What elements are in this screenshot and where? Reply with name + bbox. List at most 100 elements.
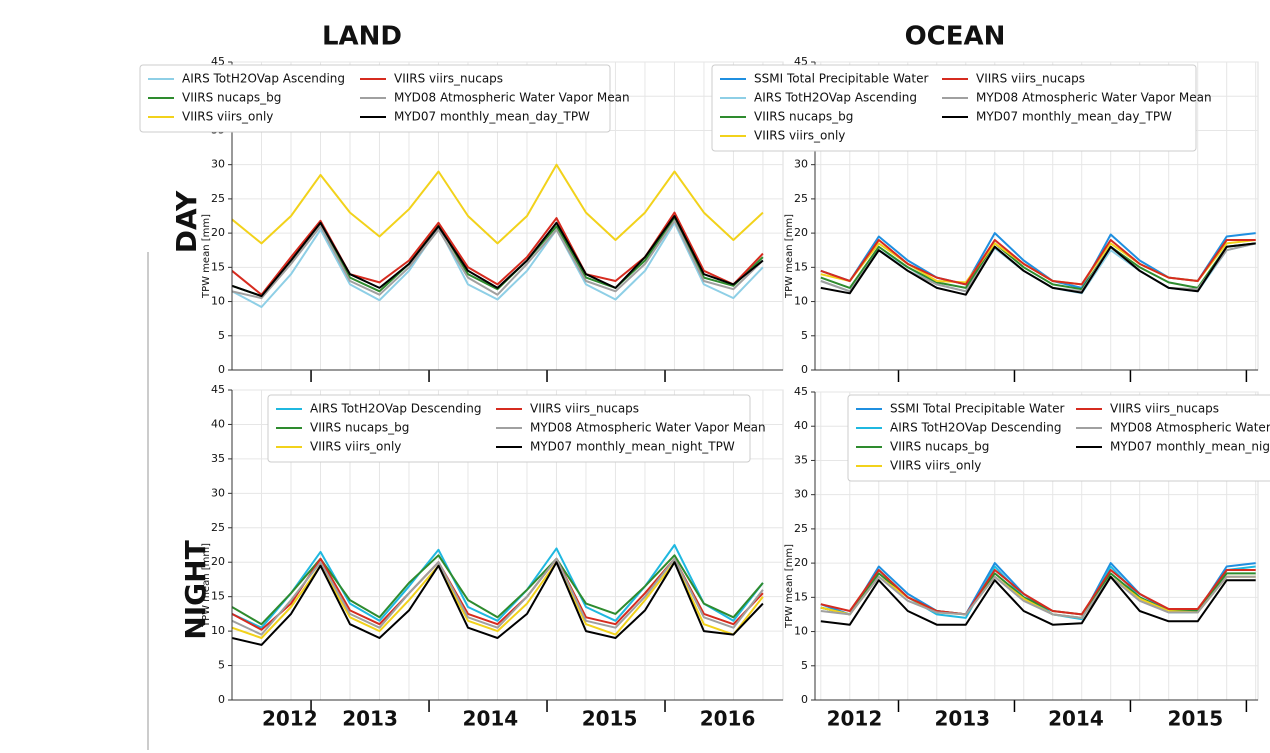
column-title: OCEAN xyxy=(905,22,1006,52)
chart-panel: 0 5 10 15 20 25 30 35 40 45 TPW mean [mm] 2012 2013 2… xyxy=(201,383,784,731)
series-line xyxy=(232,561,764,646)
legend-label: MYD07 monthly_mean_day_TPW xyxy=(394,110,590,124)
y-tick-label: 10 xyxy=(211,624,225,637)
legend-label: VIIRS nucaps_bg xyxy=(182,91,281,105)
x-tick-label: 2014 xyxy=(1048,707,1104,731)
legend: AIRS TotH2OVap Ascending VIIRS nucaps_bg V… xyxy=(139,64,630,133)
y-tick-label: 30 xyxy=(211,158,225,171)
x-tick-label: 2012 xyxy=(262,707,318,731)
series-lines xyxy=(820,562,1256,626)
x-tick-label: 2015 xyxy=(582,707,638,731)
y-tick-label: 0 xyxy=(801,693,808,706)
y-tick-label: 40 xyxy=(794,419,808,432)
legend-label: VIIRS viirs_only xyxy=(182,110,273,124)
legend-label: MYD08 Atmospheric Water Vapor Mean xyxy=(530,421,766,435)
series-lines xyxy=(820,232,1256,296)
legend-box xyxy=(711,64,1197,152)
legend-label: VIIRS nucaps_bg xyxy=(754,110,853,124)
legend-label: VIIRS viirs_only xyxy=(890,459,981,473)
series-line xyxy=(820,575,1256,619)
x-tick-label: 2012 xyxy=(827,707,883,731)
y-tick-label: 0 xyxy=(218,363,225,376)
x-tick-label: 2014 xyxy=(463,707,519,731)
y-tick-label: 25 xyxy=(211,192,225,205)
legend-label: VIIRS nucaps_bg xyxy=(310,421,409,435)
y-tick-label: 20 xyxy=(794,226,808,239)
legend-label: VIIRS viirs_nucaps xyxy=(976,72,1085,86)
legend-label: MYD07 monthly_mean_day_TPW xyxy=(976,110,1172,124)
legend-label: MYD08 Atmospheric Water Vapor Mean xyxy=(1110,421,1270,435)
series-lines xyxy=(232,544,764,646)
y-tick-label: 25 xyxy=(794,522,808,535)
row-label: DAY xyxy=(170,190,203,253)
chart-panel: 0 5 10 15 20 25 30 35 40 45 TPW mean [mm] 2012 2013 2… xyxy=(784,385,1270,731)
y-axis-label: TPW mean [mm] xyxy=(201,214,212,299)
y-tick-label: 25 xyxy=(794,192,808,205)
legend-label: VIIRS viirs_only xyxy=(754,129,845,143)
y-tick-label: 15 xyxy=(211,590,225,603)
row-label: NIGHT xyxy=(179,540,212,639)
legend-label: MYD08 Atmospheric Water Vapor Mean xyxy=(394,91,630,105)
series-line xyxy=(820,569,1256,616)
series-line xyxy=(232,544,764,629)
series-line xyxy=(232,163,764,245)
legend-box xyxy=(847,394,1270,482)
legend-label: VIIRS nucaps_bg xyxy=(890,440,989,454)
x-tick-label: 2013 xyxy=(342,707,398,731)
series-line xyxy=(820,242,1256,291)
y-tick-label: 15 xyxy=(794,590,808,603)
y-tick-label: 10 xyxy=(794,625,808,638)
legend-label: VIIRS viirs_only xyxy=(310,440,401,454)
y-tick-label: 5 xyxy=(218,329,225,342)
y-tick-label: 20 xyxy=(211,226,225,239)
legend-label: SSMI Total Precipitable Water xyxy=(754,72,928,86)
legend-label: AIRS TotH2OVap Descending xyxy=(890,421,1061,435)
y-tick-label: 45 xyxy=(211,383,225,396)
y-axis-label: TPW mean [mm] xyxy=(784,214,795,299)
series-lines xyxy=(232,163,764,308)
y-tick-label: 30 xyxy=(794,488,808,501)
column-title: LAND xyxy=(322,22,402,52)
y-tick-label: 0 xyxy=(218,693,225,706)
y-tick-label: 5 xyxy=(801,659,808,672)
legend: SSMI Total Precipitable Water AIRS TotH2O… xyxy=(847,394,1270,482)
series-line xyxy=(232,215,764,298)
series-line xyxy=(232,557,764,636)
series-line xyxy=(232,211,764,296)
x-tick-label: 2016 xyxy=(700,707,756,731)
series-line xyxy=(820,575,1256,626)
y-axis-label: TPW mean [mm] xyxy=(784,544,795,629)
y-tick-label: 20 xyxy=(211,555,225,568)
legend-label: MYD07 monthly_mean_night_TPW xyxy=(1110,440,1270,454)
y-tick-label: 45 xyxy=(794,385,808,398)
series-line xyxy=(820,239,1256,286)
y-tick-label: 20 xyxy=(794,556,808,569)
legend-label: VIIRS viirs_nucaps xyxy=(394,72,503,86)
y-tick-label: 15 xyxy=(211,260,225,273)
legend: AIRS TotH2OVap Descending VIIRS nucaps_bg… xyxy=(267,394,766,463)
legend-label: SSMI Total Precipitable Water xyxy=(890,402,1064,416)
legend-label: MYD07 monthly_mean_night_TPW xyxy=(530,440,735,454)
x-tick-label: 2013 xyxy=(934,707,990,731)
y-axis-label: TPW mean [mm] xyxy=(201,543,212,628)
y-tick-label: 10 xyxy=(794,295,808,308)
legend-label: VIIRS viirs_nucaps xyxy=(1110,402,1219,416)
legend-label: AIRS TotH2OVap Ascending xyxy=(182,72,345,86)
y-tick-label: 0 xyxy=(801,363,808,376)
y-tick-label: 35 xyxy=(211,452,225,465)
series-line xyxy=(820,242,1256,296)
legend-label: AIRS TotH2OVap Ascending xyxy=(754,91,917,105)
y-tick-label: 35 xyxy=(794,453,808,466)
legend: SSMI Total Precipitable Water AIRS TotH2O… xyxy=(711,64,1212,152)
y-tick-label: 15 xyxy=(794,260,808,273)
y-tick-label: 5 xyxy=(218,659,225,672)
y-tick-label: 25 xyxy=(211,521,225,534)
legend-label: AIRS TotH2OVap Descending xyxy=(310,402,481,416)
y-tick-label: 5 xyxy=(801,329,808,342)
legend-label: VIIRS viirs_nucaps xyxy=(530,402,639,416)
y-tick-label: 40 xyxy=(211,417,225,430)
legend-label: MYD08 Atmospheric Water Vapor Mean xyxy=(976,91,1212,105)
